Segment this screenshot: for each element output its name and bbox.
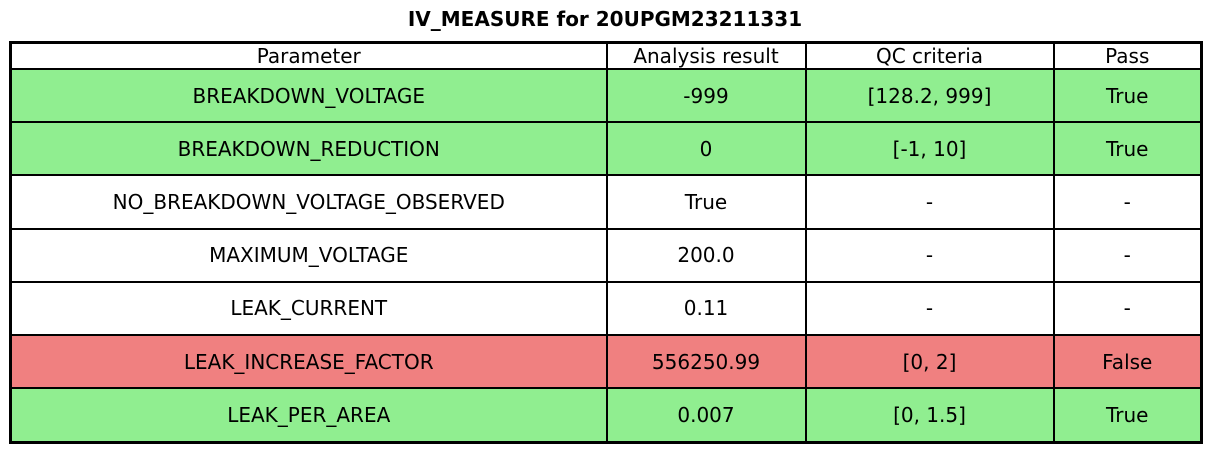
cell-qc-criteria: [-1, 10] bbox=[804, 121, 1055, 177]
cell-analysis-result: -999 bbox=[605, 67, 807, 124]
cell-parameter: LEAK_PER_AREA bbox=[9, 387, 608, 444]
cell-analysis-result: True bbox=[605, 174, 807, 230]
cell-analysis-result: 556250.99 bbox=[605, 334, 807, 390]
cell-qc-criteria: [128.2, 999] bbox=[804, 67, 1055, 124]
cell-qc-criteria: - bbox=[804, 280, 1055, 337]
table-row: NO_BREAKDOWN_VOLTAGE_OBSERVED True - - bbox=[9, 174, 1203, 230]
table-row: LEAK_PER_AREA 0.007 [0, 1.5] True bbox=[9, 387, 1203, 444]
cell-analysis-result: 0.007 bbox=[605, 387, 807, 444]
column-header-qc-criteria: QC criteria bbox=[804, 41, 1055, 70]
table-row: BREAKDOWN_REDUCTION 0 [-1, 10] True bbox=[9, 121, 1203, 177]
cell-analysis-result: 200.0 bbox=[605, 227, 807, 283]
cell-pass: True bbox=[1052, 121, 1203, 177]
table-row: MAXIMUM_VOLTAGE 200.0 - - bbox=[9, 227, 1203, 283]
cell-pass: - bbox=[1052, 174, 1203, 230]
cell-pass: False bbox=[1052, 334, 1203, 390]
cell-parameter: BREAKDOWN_REDUCTION bbox=[9, 121, 608, 177]
column-header-pass: Pass bbox=[1052, 41, 1203, 70]
cell-qc-criteria: - bbox=[804, 174, 1055, 230]
cell-pass: - bbox=[1052, 227, 1203, 283]
table-row: LEAK_CURRENT 0.11 - - bbox=[9, 280, 1203, 337]
cell-parameter: NO_BREAKDOWN_VOLTAGE_OBSERVED bbox=[9, 174, 608, 230]
cell-pass: True bbox=[1052, 67, 1203, 124]
cell-parameter: BREAKDOWN_VOLTAGE bbox=[9, 67, 608, 124]
qc-results-table: Parameter Analysis result QC criteria Pa… bbox=[9, 41, 1203, 444]
header-row: Parameter Analysis result QC criteria Pa… bbox=[9, 41, 1203, 70]
table-row: BREAKDOWN_VOLTAGE -999 [128.2, 999] True bbox=[9, 67, 1203, 124]
column-header-analysis-result: Analysis result bbox=[605, 41, 807, 70]
cell-qc-criteria: [0, 1.5] bbox=[804, 387, 1055, 444]
cell-pass: True bbox=[1052, 387, 1203, 444]
cell-analysis-result: 0 bbox=[605, 121, 807, 177]
table-row: LEAK_INCREASE_FACTOR 556250.99 [0, 2] Fa… bbox=[9, 334, 1203, 390]
cell-parameter: MAXIMUM_VOLTAGE bbox=[9, 227, 608, 283]
cell-qc-criteria: - bbox=[804, 227, 1055, 283]
cell-parameter: LEAK_CURRENT bbox=[9, 280, 608, 337]
cell-analysis-result: 0.11 bbox=[605, 280, 807, 337]
cell-qc-criteria: [0, 2] bbox=[804, 334, 1055, 390]
page-title: IV_MEASURE for 20UPGM23211331 bbox=[407, 7, 803, 31]
column-header-parameter: Parameter bbox=[9, 41, 608, 70]
cell-parameter: LEAK_INCREASE_FACTOR bbox=[9, 334, 608, 390]
cell-pass: - bbox=[1052, 280, 1203, 337]
